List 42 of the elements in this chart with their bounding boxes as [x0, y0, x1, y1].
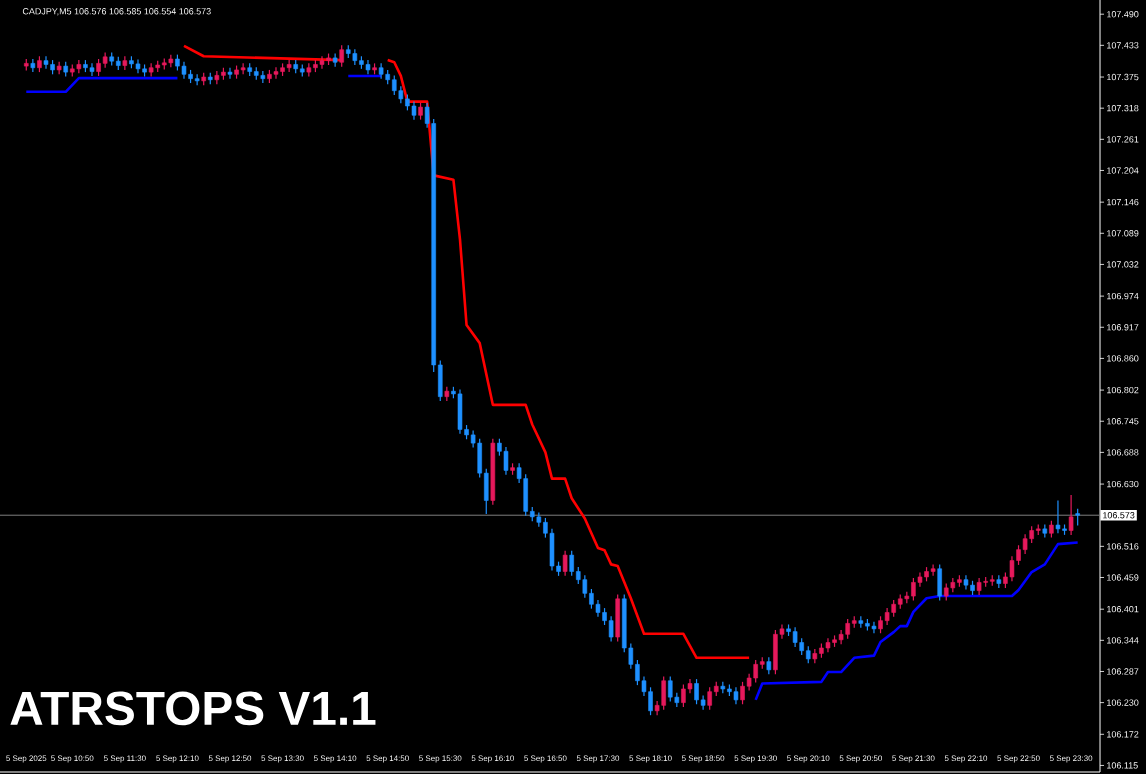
candlestick — [740, 681, 745, 705]
candlestick — [569, 550, 574, 577]
candlestick — [411, 101, 417, 121]
candlestick — [339, 44, 344, 68]
candlestick — [582, 574, 588, 599]
candlestick — [661, 675, 666, 711]
candlestick — [1068, 494, 1074, 536]
candlestick — [773, 629, 778, 675]
candlestick — [792, 626, 798, 648]
candlestick — [122, 55, 128, 71]
candlestick — [227, 67, 233, 80]
candlestick — [457, 388, 463, 435]
candlestick — [667, 675, 673, 703]
candlestick — [707, 686, 712, 711]
candlestick — [845, 618, 850, 640]
candlestick — [930, 563, 936, 577]
candlestick — [240, 62, 246, 75]
candlestick — [503, 446, 509, 476]
candlestick — [681, 683, 686, 708]
candlestick — [753, 659, 758, 683]
candlestick — [286, 59, 292, 73]
candlestick — [76, 59, 82, 74]
candlestick — [615, 593, 620, 643]
candlestick — [89, 62, 95, 77]
candlestick — [911, 577, 916, 602]
candlestick — [694, 678, 699, 705]
candlestick — [194, 73, 200, 86]
candlestick — [1055, 499, 1061, 534]
candlestick — [937, 563, 942, 602]
candlestick — [562, 550, 568, 577]
candlestick — [608, 615, 614, 643]
candlestick — [168, 54, 174, 68]
line-series — [754, 541, 1079, 702]
candlestick — [273, 66, 279, 80]
candlestick — [319, 55, 325, 70]
candlestick — [30, 58, 36, 73]
candlestick — [214, 70, 220, 85]
candlestick — [392, 74, 397, 96]
candlestick — [43, 55, 49, 70]
candlestick — [963, 574, 969, 591]
text: ATRSTOPS V1.1 — [10, 691, 376, 726]
line-series — [386, 58, 751, 660]
